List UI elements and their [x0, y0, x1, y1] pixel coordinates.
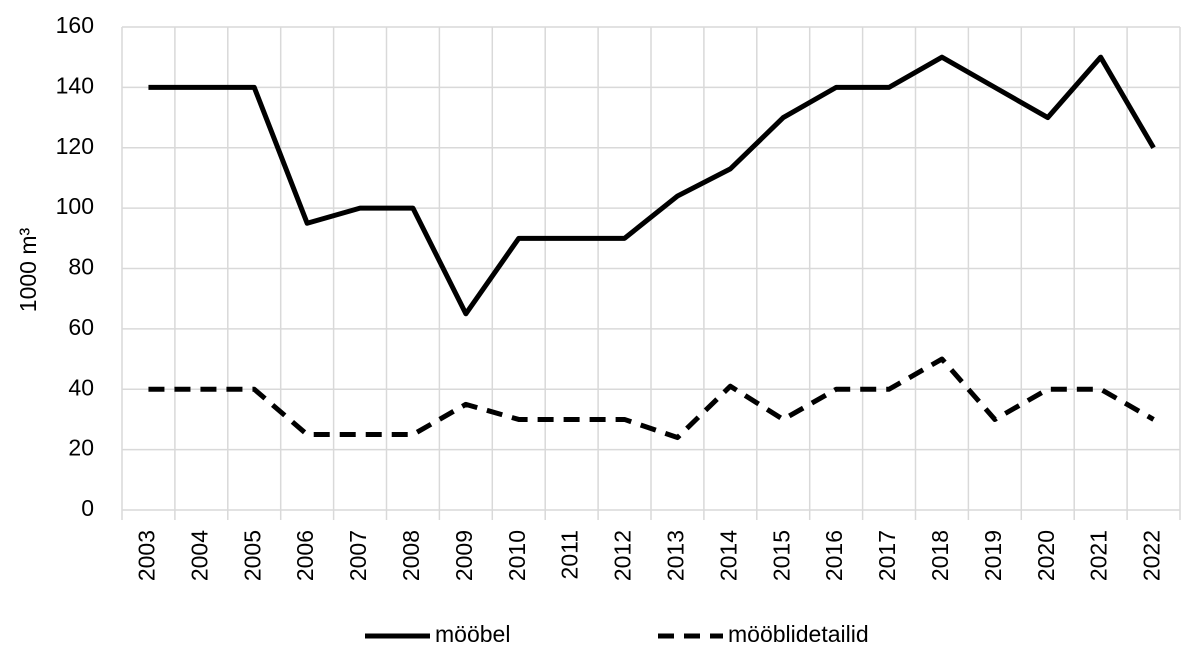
x-tick-label: 2003: [134, 530, 160, 581]
x-tick-label: 2004: [186, 530, 212, 581]
x-tick-label: 2014: [715, 530, 741, 581]
x-tick-label: 2022: [1139, 530, 1165, 581]
x-tick-label: 2008: [398, 530, 424, 581]
x-tick-label: 2019: [980, 530, 1006, 581]
y-tick-label: 120: [56, 133, 94, 159]
y-tick-label: 60: [68, 314, 94, 340]
x-tick-label: 2018: [927, 530, 953, 581]
x-tick-label: 2020: [1033, 530, 1059, 581]
x-tick-label: 2009: [451, 530, 477, 581]
x-tick-label: 2006: [292, 530, 318, 581]
legend-label: mööbel: [435, 621, 510, 647]
y-tick-label: 100: [56, 193, 94, 219]
y-tick-label: 40: [68, 374, 94, 400]
x-tick-label: 2007: [345, 530, 371, 581]
series-line: [148, 356, 1155, 441]
legend-label: mööblidetailid: [728, 621, 869, 647]
y-tick-label: 0: [81, 495, 94, 521]
series-line: [148, 54, 1156, 317]
y-tick-label: 140: [56, 72, 94, 98]
x-tick-label: 2013: [663, 530, 689, 581]
x-tick-label: 2010: [504, 530, 530, 581]
x-tick-label: 2015: [768, 530, 794, 581]
y-tick-label: 80: [68, 254, 94, 280]
y-tick-label: 160: [56, 12, 94, 38]
x-tick-label: 2011: [557, 530, 583, 579]
y-tick-label: 20: [68, 435, 94, 461]
x-tick-label: 2016: [821, 530, 847, 581]
x-tick-label: 2005: [239, 530, 265, 581]
x-tick-label: 2012: [610, 530, 636, 581]
x-tick-label: 2017: [874, 530, 900, 581]
y-axis-label: 1000 m³: [15, 227, 41, 312]
x-tick-label: 2021: [1086, 530, 1112, 581]
